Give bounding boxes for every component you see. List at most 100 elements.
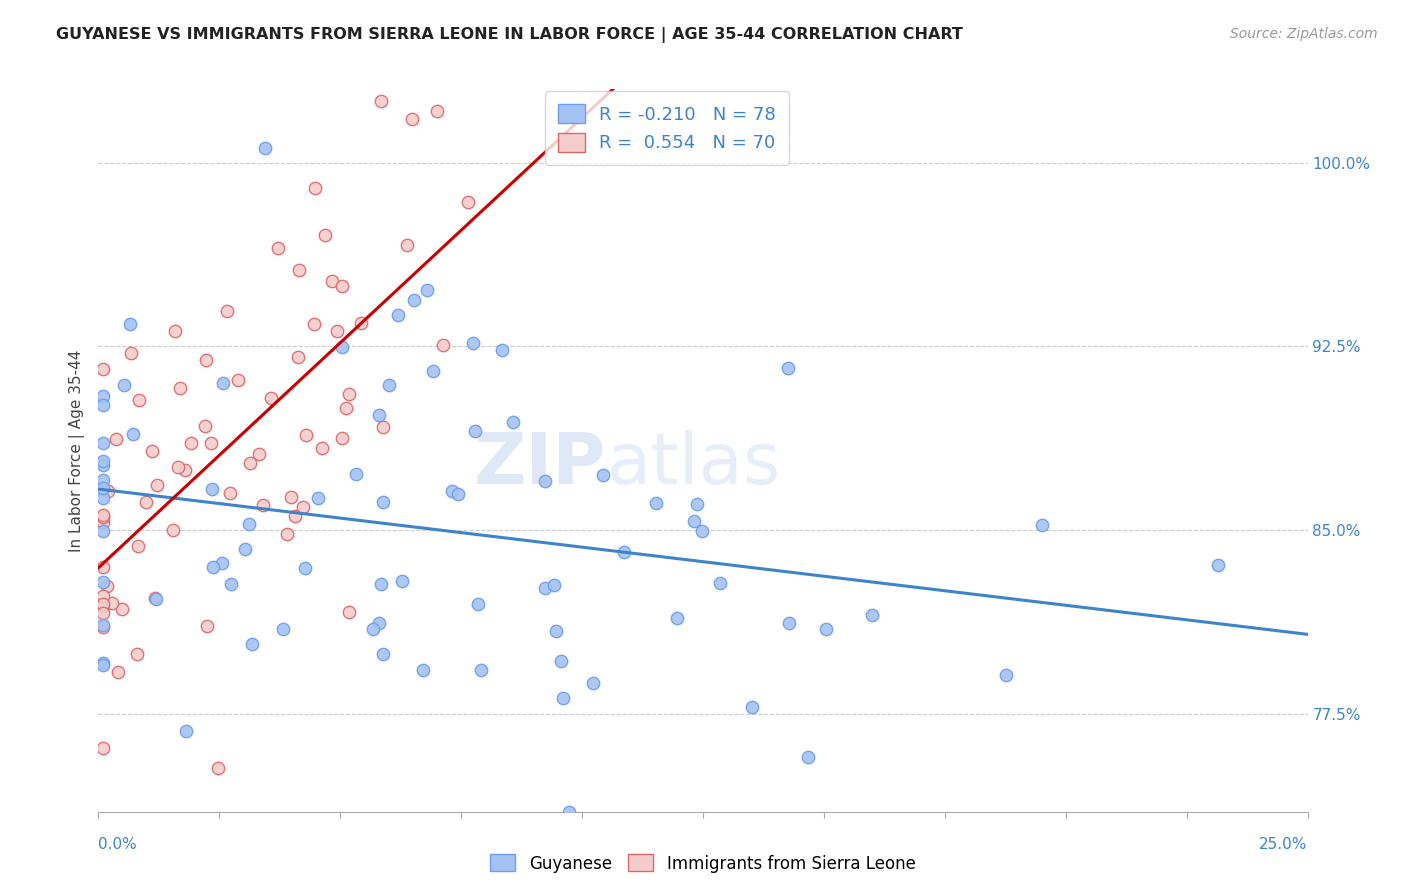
Point [91, 657, 114, 672]
Point [201, 559, 224, 574]
Point [776, 361, 799, 376]
Point [491, 343, 513, 358]
Point [426, 103, 449, 118]
Point [337, 386, 360, 401]
Point [145, 592, 167, 607]
Point [682, 514, 704, 528]
Point [96, 579, 118, 593]
Point [371, 648, 394, 662]
Point [91, 589, 114, 603]
Point [311, 442, 333, 456]
Point [1208, 558, 1230, 572]
Point [387, 308, 409, 322]
Point [613, 545, 636, 559]
Point [194, 418, 217, 433]
Text: ZIP: ZIP [474, 431, 606, 500]
Point [666, 611, 689, 625]
Point [118, 317, 141, 331]
Point [91, 606, 114, 620]
Point [200, 436, 222, 450]
Point [335, 401, 357, 415]
Point [416, 283, 439, 297]
Point [266, 241, 288, 255]
Point [91, 458, 114, 472]
Point [287, 350, 309, 364]
Point [211, 376, 233, 390]
Point [690, 524, 713, 538]
Point [112, 377, 135, 392]
Legend: Guyanese, Immigrants from Sierra Leone: Guyanese, Immigrants from Sierra Leone [484, 847, 922, 880]
Point [558, 805, 581, 819]
Point [592, 467, 614, 482]
Point [233, 542, 256, 557]
Point [534, 474, 557, 488]
Point [91, 656, 114, 670]
Point [457, 195, 479, 210]
Point [551, 690, 574, 705]
Point [167, 460, 190, 475]
Point [240, 637, 263, 651]
Point [467, 597, 489, 611]
Point [226, 373, 249, 387]
Point [367, 408, 389, 422]
Point [219, 577, 242, 591]
Point [304, 180, 326, 194]
Point [860, 608, 883, 623]
Point [127, 647, 149, 661]
Point [294, 428, 316, 442]
Point [91, 598, 114, 612]
Point [470, 664, 492, 678]
Point [543, 577, 565, 591]
Point [502, 416, 524, 430]
Point [211, 556, 233, 570]
Point [215, 303, 238, 318]
Point [162, 523, 184, 537]
Point [195, 353, 218, 368]
Point [1031, 518, 1053, 533]
Point [141, 444, 163, 458]
Point [273, 622, 295, 636]
Point [247, 447, 270, 461]
Point [994, 668, 1017, 682]
Point [581, 676, 603, 690]
Point [91, 515, 114, 529]
Point [373, 419, 395, 434]
Point [321, 274, 343, 288]
Point [253, 141, 276, 155]
Point [350, 316, 373, 330]
Point [218, 486, 240, 500]
Point [107, 665, 129, 679]
Point [461, 335, 484, 350]
Point [91, 599, 114, 614]
Point [176, 723, 198, 738]
Point [91, 575, 114, 590]
Point [337, 605, 360, 619]
Point [546, 624, 568, 638]
Point [280, 491, 302, 505]
Point [284, 508, 307, 523]
Text: Source: ZipAtlas.com: Source: ZipAtlas.com [1230, 27, 1378, 41]
Point [110, 602, 132, 616]
Point [207, 761, 229, 775]
Point [288, 263, 311, 277]
Point [128, 392, 150, 407]
Point [330, 279, 353, 293]
Point [330, 432, 353, 446]
Text: atlas: atlas [606, 431, 780, 500]
Point [91, 618, 114, 632]
Point [91, 482, 114, 496]
Point [464, 424, 486, 438]
Point [91, 620, 114, 634]
Point [412, 663, 434, 677]
Point [709, 576, 731, 591]
Point [370, 577, 392, 591]
Point [440, 484, 463, 499]
Point [91, 524, 114, 539]
Point [404, 293, 426, 308]
Text: 0.0%: 0.0% [98, 837, 138, 852]
Point [91, 473, 114, 487]
Point [330, 340, 353, 354]
Point [195, 619, 218, 633]
Point [91, 740, 114, 755]
Point [169, 381, 191, 395]
